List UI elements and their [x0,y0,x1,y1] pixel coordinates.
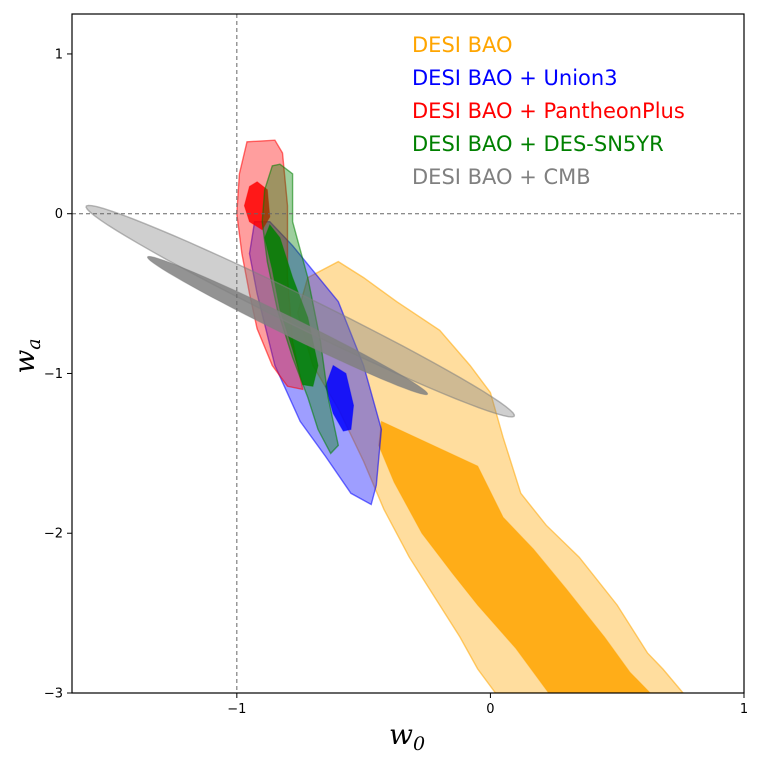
x-axis-label: w0 [389,718,425,755]
contour-68-desi-bao [378,420,651,693]
legend: DESI BAO DESI BAO + Union3 DESI BAO + Pant… [412,33,685,189]
y-tick-label: 0 [55,207,63,222]
y-axis-label-subscript: a [23,338,45,349]
legend-entry: DESI BAO + PantheonPlus [412,99,685,123]
y-tick-label: 1 [55,47,63,62]
contour-68-desi-bao-pantheonplus [243,181,271,231]
contour-68-desi-bao-des-sn5yr [264,223,319,387]
reference-lines [72,14,744,693]
x-tick-label: 1 [740,702,748,717]
y-tick-label: −3 [44,687,63,702]
y-tick-label: −1 [44,367,63,382]
legend-entry: DESI BAO + CMB [412,165,591,189]
y-axis-label: wa [8,338,45,373]
legend-entry: DESI BAO + Union3 [412,66,618,90]
legend-entry: DESI BAO [412,33,513,57]
tick-layer: −1 0 1 −3 −2 −1 0 1 [44,47,748,717]
x-tick-label: −1 [227,702,246,717]
contour-68-desi-bao-cmb [146,255,429,396]
contour-layer [85,139,685,693]
y-tick-label: −2 [44,527,63,542]
axes-frame [71,13,745,694]
x-tick-label: 0 [486,702,494,717]
x-axis-label-subscript: 0 [413,733,425,755]
legend-entry: DESI BAO + DES-SN5YR [412,132,664,156]
